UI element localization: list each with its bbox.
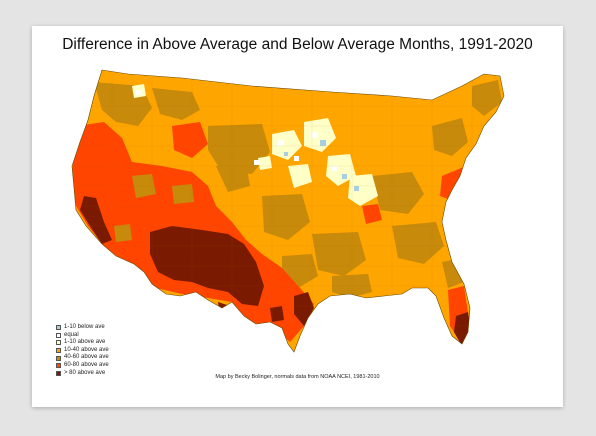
legend-label: 1-10 above ave bbox=[64, 339, 106, 346]
legend-swatch bbox=[56, 348, 61, 354]
legend-label: 40-60 above ave bbox=[64, 354, 109, 361]
legend-swatch bbox=[56, 325, 61, 331]
map-legend: 1-10 below ave equal 1-10 above ave 10-4… bbox=[56, 324, 109, 377]
legend-label: > 80 above ave bbox=[64, 369, 106, 376]
map-credit: Map by Becky Bolinger, normals data from… bbox=[215, 374, 380, 380]
legend-item: 1-10 above ave bbox=[56, 339, 109, 347]
legend-label: 1-10 below ave bbox=[64, 324, 105, 330]
legend-label: equal bbox=[64, 331, 79, 338]
legend-item: 10-40 above ave bbox=[56, 347, 109, 355]
legend-item: > 80 above ave bbox=[56, 370, 109, 378]
legend-swatch bbox=[56, 355, 61, 361]
legend-swatch bbox=[56, 370, 61, 376]
legend-swatch bbox=[56, 363, 61, 369]
legend-item: 40-60 above ave bbox=[56, 354, 109, 362]
legend-label: 10-40 above ave bbox=[64, 346, 109, 353]
legend-item: 1-10 below ave bbox=[56, 324, 109, 332]
map-card: Difference in Above Average and Below Av… bbox=[32, 26, 563, 407]
legend-label: 60-80 above ave bbox=[64, 361, 109, 368]
legend-swatch bbox=[56, 340, 61, 346]
legend-swatch bbox=[56, 332, 61, 338]
legend-item: equal bbox=[56, 332, 109, 340]
map-title: Difference in Above Average and Below Av… bbox=[62, 36, 533, 53]
us-choropleth-map bbox=[71, 69, 505, 353]
legend-item: 60-80 above ave bbox=[56, 362, 109, 370]
